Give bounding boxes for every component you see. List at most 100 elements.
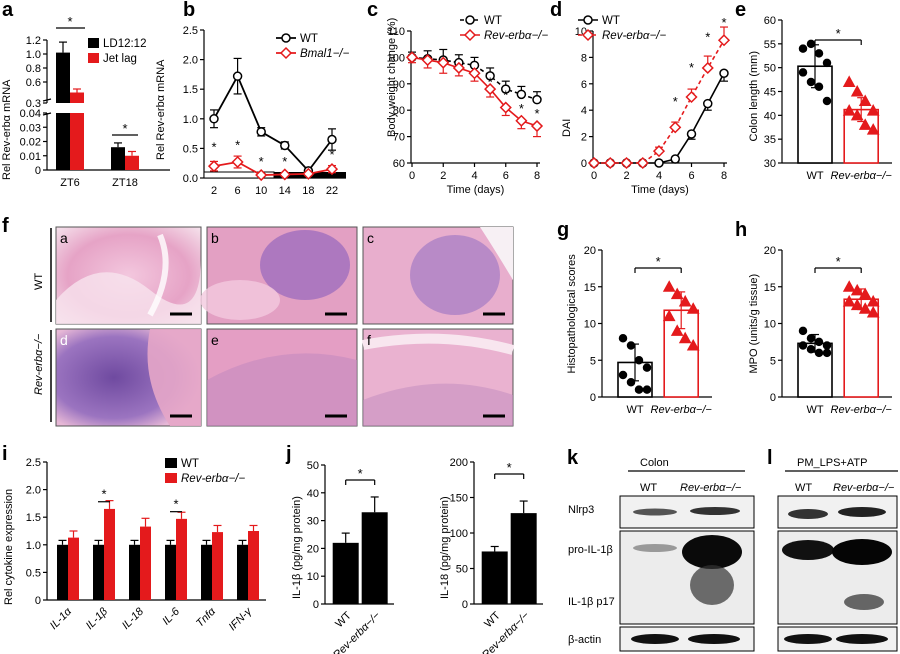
bar-ko <box>104 508 115 600</box>
data-point <box>686 339 700 351</box>
data-point <box>822 348 832 358</box>
y-tick-label: 1.2 <box>26 35 41 47</box>
data-point <box>232 71 243 81</box>
y-tick-label: 2.5 <box>26 457 41 469</box>
x-tick-label: 14 <box>279 185 291 197</box>
panel-label-j: j <box>285 443 292 465</box>
x-tick-label: IL-6 <box>160 605 183 628</box>
legend-label: Rev-erbα−/− <box>602 30 666 42</box>
y-tick-label: 15 <box>584 282 596 294</box>
western-blot-colon: Colon WT Rev-erbα−/− Nlrp3 pro-IL-1β IL-… <box>568 457 755 652</box>
x-tick-label: WT <box>333 609 354 630</box>
legend-label: WT <box>300 33 318 45</box>
bar-ko <box>140 526 151 600</box>
x-tick-label: 4 <box>656 170 662 182</box>
y-tick-label: 20 <box>764 245 776 257</box>
data-point <box>636 156 649 170</box>
blot-k-title: Colon <box>640 457 669 469</box>
data-point <box>516 89 527 100</box>
data-point <box>626 341 636 350</box>
panel-label-e: e <box>735 0 746 21</box>
data-point <box>484 83 497 96</box>
data-point <box>678 331 692 344</box>
panel-label-b: b <box>183 0 195 21</box>
panel-label-h: h <box>735 219 747 241</box>
blot-row-label-nlrp3: Nlrp3 <box>568 504 594 516</box>
legend-marker <box>279 46 293 60</box>
x-tick-label: 2 <box>623 170 629 182</box>
data-point <box>806 333 816 343</box>
data-point <box>842 280 856 292</box>
bar-ko <box>361 512 388 604</box>
bar-wt <box>93 544 104 600</box>
data-point <box>662 280 676 292</box>
band <box>782 540 834 560</box>
data-point <box>530 119 544 133</box>
sig-star: * <box>519 101 524 116</box>
data-point <box>686 129 697 139</box>
x-tick-label: 18 <box>302 185 314 197</box>
bar-ko <box>68 537 79 600</box>
data-point <box>468 67 481 80</box>
y-tick-label: 0 <box>581 158 587 170</box>
data-point <box>814 348 824 358</box>
y-tick-label: 50 <box>456 564 468 576</box>
y-tick-label: 45 <box>764 87 776 99</box>
data-point <box>858 118 872 130</box>
x-tick-label: IFN-γ <box>227 605 256 634</box>
data-point <box>717 34 731 47</box>
legend-label: Rev-erbα−/− <box>181 473 245 485</box>
x-tick-label: 6 <box>235 185 241 197</box>
bar-jetlag-lower <box>70 113 84 170</box>
legend-label: WT <box>602 15 620 27</box>
data-point <box>822 96 832 106</box>
bar-wt <box>165 544 176 600</box>
bar-wt <box>332 542 359 604</box>
y-tick-label: 90 <box>393 79 405 91</box>
data-point <box>325 163 339 176</box>
data-point <box>670 287 684 300</box>
panel-label-k: k <box>567 447 579 469</box>
bar-wt <box>237 544 248 600</box>
blot-row-label-pro-il1b: pro-IL-1β <box>568 544 613 556</box>
legend-swatch <box>88 38 99 48</box>
blot-k-col-wt: WT <box>640 482 657 494</box>
bar-wt <box>57 544 68 600</box>
data-point <box>620 156 633 170</box>
band <box>682 535 742 569</box>
bar-jetlag <box>125 155 139 170</box>
y-axis-label: Rel Rev-erbα mRNA <box>155 59 167 160</box>
y-tick-label: 8 <box>581 52 587 64</box>
y-tick-label: 5 <box>590 355 596 367</box>
axis-break <box>42 98 52 102</box>
data-point <box>798 44 808 53</box>
data-point <box>866 104 880 116</box>
data-point <box>255 168 268 182</box>
legend-swatch <box>88 53 99 63</box>
y-tick-label: 0 <box>35 165 41 177</box>
data-point <box>642 385 652 394</box>
legend-marker <box>583 15 593 25</box>
y-tick-label: 100 <box>450 528 468 540</box>
sig-star: * <box>211 139 216 154</box>
x-tick-label: IL-18 <box>120 605 147 632</box>
sig-star: * <box>507 460 512 475</box>
data-point <box>678 294 692 307</box>
sig-star: * <box>673 94 678 109</box>
y-tick-label: 0.0 <box>183 173 198 185</box>
y-tick-label: 1.5 <box>183 84 198 96</box>
y-tick-label: 30 <box>307 516 319 528</box>
data-point <box>662 309 676 322</box>
y-tick-label: 0 <box>313 599 319 611</box>
blot-row-label-bactin: β-actin <box>568 634 601 646</box>
band <box>844 594 884 610</box>
data-point <box>280 140 290 151</box>
x-tick-label: 8 <box>534 170 540 182</box>
y-tick-label: 0.6 <box>26 77 41 89</box>
y-tick-label: 0.04 <box>20 108 41 120</box>
panel-label-i: i <box>2 443 8 465</box>
data-point <box>842 104 856 116</box>
band <box>838 507 886 517</box>
